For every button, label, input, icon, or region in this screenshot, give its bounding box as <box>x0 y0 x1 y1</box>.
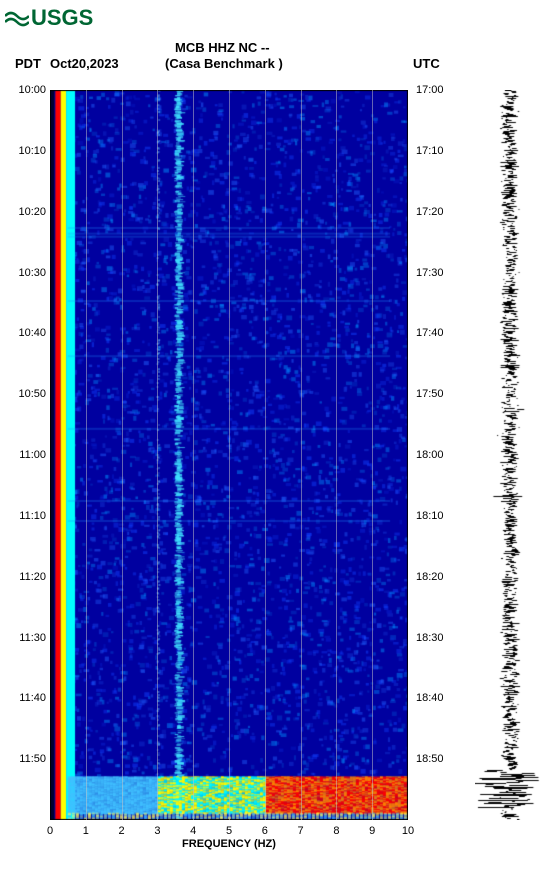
logo-wave-icon <box>5 8 29 28</box>
ytick-right: 17:50 <box>416 388 444 400</box>
spectrogram-chart: 10:0010:1010:2010:3010:4010:5011:0011:10… <box>50 90 408 820</box>
xtick: 7 <box>298 825 304 837</box>
xtick: 3 <box>154 825 160 837</box>
ytick-left: 10:20 <box>18 206 46 218</box>
xtick: 6 <box>262 825 268 837</box>
ytick-right: 18:30 <box>416 632 444 644</box>
station-code: MCB HHZ NC -- <box>175 40 270 55</box>
xtick: 5 <box>226 825 232 837</box>
ytick-right: 17:40 <box>416 327 444 339</box>
grid-line <box>193 90 194 820</box>
ytick-left: 11:30 <box>19 632 46 644</box>
xtick: 1 <box>83 825 89 837</box>
grid-line <box>336 90 337 820</box>
xtick: 10 <box>402 825 414 837</box>
ytick-left: 10:10 <box>18 145 46 157</box>
xtick: 2 <box>119 825 125 837</box>
ytick-left: 10:00 <box>18 84 46 96</box>
logo-text: USGS <box>31 5 93 31</box>
ytick-left: 11:40 <box>19 692 46 704</box>
ytick-left: 11:20 <box>19 571 46 583</box>
ytick-left: 10:50 <box>18 388 46 400</box>
ytick-right: 17:20 <box>416 206 444 218</box>
xtick: 4 <box>190 825 196 837</box>
xtick: 0 <box>47 825 53 837</box>
grid-line <box>122 90 123 820</box>
ytick-left: 11:00 <box>19 449 46 461</box>
ytick-right: 17:00 <box>416 84 444 96</box>
ytick-left: 10:40 <box>18 327 46 339</box>
ytick-left: 10:30 <box>18 267 46 279</box>
grid-line <box>372 90 373 820</box>
x-axis-label: FREQUENCY (HZ) <box>50 838 408 850</box>
seismogram-canvas <box>475 90 545 820</box>
ytick-left: 11:10 <box>19 510 46 522</box>
header-date: Oct20,2023 <box>50 56 119 71</box>
tz-right: UTC <box>413 56 440 71</box>
ytick-left: 11:50 <box>19 753 46 765</box>
grid-line <box>229 90 230 820</box>
ytick-right: 17:10 <box>416 145 444 157</box>
grid-line <box>301 90 302 820</box>
tz-left: PDT <box>15 56 41 71</box>
ytick-right: 18:40 <box>416 692 444 704</box>
usgs-logo: USGS <box>5 5 93 31</box>
grid-line <box>157 90 158 820</box>
grid-line <box>265 90 266 820</box>
station-name: (Casa Benchmark ) <box>165 56 283 71</box>
xtick: 8 <box>333 825 339 837</box>
ytick-right: 18:50 <box>416 753 444 765</box>
ytick-right: 18:10 <box>416 510 444 522</box>
ytick-right: 18:20 <box>416 571 444 583</box>
grid-line <box>86 90 87 820</box>
seismogram-trace <box>475 90 545 820</box>
ytick-right: 17:30 <box>416 267 444 279</box>
xtick: 9 <box>369 825 375 837</box>
ytick-right: 18:00 <box>416 449 444 461</box>
